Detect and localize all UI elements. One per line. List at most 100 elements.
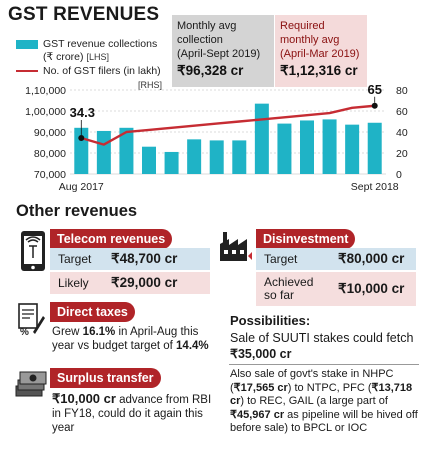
kpi2-line1: Required bbox=[280, 20, 325, 32]
tax-document-icon: % bbox=[16, 302, 46, 336]
disinvestment-achieved-label: Achieved so far bbox=[256, 276, 332, 302]
also-p4: as pipeline will be hived off before sal… bbox=[230, 408, 418, 435]
also-sale-text: Also sale of govt's stake in NHPC (₹17,5… bbox=[230, 368, 425, 436]
bar bbox=[254, 103, 269, 174]
disinvestment-label: Disinvestment bbox=[256, 229, 356, 249]
also-b3: ₹45,967 cr bbox=[230, 408, 285, 421]
bar bbox=[142, 146, 156, 174]
telecom-target-value: ₹48,700 cr bbox=[111, 251, 178, 266]
direct-taxes-label: Direct taxes bbox=[50, 302, 135, 322]
telecom-target-row: Target ₹48,700 cr bbox=[50, 248, 210, 270]
legend-bar-unit: (₹ crore) bbox=[43, 51, 84, 63]
y-tick-right: 80 bbox=[396, 85, 408, 97]
line-layer: 34.3 65 bbox=[70, 82, 382, 146]
kpi1-line2: collection bbox=[177, 34, 223, 46]
factory-icon bbox=[218, 229, 254, 263]
gst-chart: 34.3 65 1,10,000 80 1,00,000 60 90,000 40 80,00… bbox=[25, 82, 408, 193]
x-label-end: Sept 2018 bbox=[351, 181, 399, 193]
annotation-first: 34.3 bbox=[70, 105, 95, 120]
possibilities-title: Possibilities: bbox=[230, 313, 311, 328]
line-end-dot bbox=[371, 102, 378, 109]
y-tick-right: 40 bbox=[396, 127, 408, 139]
also-b1: ₹17,565 cr bbox=[233, 381, 288, 394]
also-b2: ₹13,718 cr bbox=[230, 381, 413, 408]
y-tick-left: 70,000 bbox=[34, 169, 66, 181]
annotation-last: 65 bbox=[367, 82, 381, 97]
bar bbox=[164, 151, 179, 174]
legend-bar: GST revenue collections bbox=[16, 38, 157, 50]
bars-layer bbox=[74, 103, 382, 174]
disinvestment-target-label: Target bbox=[264, 252, 298, 266]
bar bbox=[209, 140, 224, 174]
possibilities-line1: Sale of SUUTI stakes could fetch bbox=[230, 331, 414, 345]
also-p3: ) to REC, GAIL (a large part of bbox=[240, 395, 388, 407]
kpi2-value: ₹1,12,316 cr bbox=[280, 63, 358, 78]
axis-layer: 1,10,000 80 1,00,000 60 90,000 40 80,000 20 70,0… bbox=[25, 85, 408, 193]
direct-taxes-text-c: in April-Aug this year vs budget target … bbox=[52, 326, 199, 352]
disinvestment-target-row: Target ₹80,000 cr bbox=[256, 248, 416, 270]
bar bbox=[119, 127, 134, 174]
page-title: GST REVENUES bbox=[8, 4, 160, 25]
bar bbox=[345, 124, 360, 174]
legend-bar-side: [LHS] bbox=[86, 52, 109, 62]
other-revenues-title: Other revenues bbox=[16, 202, 138, 220]
direct-taxes-growth: 16.1% bbox=[82, 326, 116, 338]
kpi1-line3: (April-Sept 2019) bbox=[177, 48, 261, 60]
disinvestment-achieved-label-2: so far bbox=[264, 288, 295, 302]
direct-taxes-target: 14.4% bbox=[176, 340, 209, 352]
legend-bar-label: GST revenue collections bbox=[43, 38, 158, 50]
y-tick-left: 90,000 bbox=[34, 127, 66, 139]
also-p2: ) to NTPC, PFC ( bbox=[287, 381, 372, 394]
cash-stack-icon bbox=[14, 368, 48, 398]
bar bbox=[300, 120, 314, 174]
telecom-likely-label: Likely bbox=[58, 276, 89, 290]
telecom-likely-value: ₹29,000 cr bbox=[111, 275, 178, 290]
disinvestment-achieved-label-1: Achieved bbox=[264, 275, 314, 289]
surplus-text-b: advance from RBI in FY18, could do it ag… bbox=[52, 394, 212, 434]
surplus-transfer-label: Surplus transfer bbox=[50, 368, 161, 388]
y-tick-left: 80,000 bbox=[34, 148, 66, 160]
legend-bar-swatch bbox=[16, 39, 38, 49]
possibilities-amount: ₹35,000 cr bbox=[230, 347, 292, 361]
svg-text:%: % bbox=[20, 327, 29, 336]
bar bbox=[367, 122, 382, 174]
kpi-monthly-avg-collection: Monthly avg collection (April-Sept 2019)… bbox=[172, 15, 274, 87]
bar bbox=[187, 139, 202, 174]
bar bbox=[322, 119, 337, 174]
bar bbox=[96, 130, 111, 174]
kpi2-line3: (April-Mar 2019) bbox=[280, 48, 360, 60]
bar bbox=[232, 140, 247, 174]
surplus-transfer-text: ₹10,000 cr advance from RBI in FY18, cou… bbox=[52, 392, 220, 435]
filers-line bbox=[80, 104, 375, 146]
direct-taxes-text-a: Grew bbox=[52, 326, 83, 338]
possibilities-text: Sale of SUUTI stakes could fetch ₹35,000… bbox=[230, 330, 420, 362]
telecom-likely-row: Likely ₹29,000 cr bbox=[50, 272, 210, 294]
grid-layer bbox=[70, 89, 386, 175]
x-label-start: Aug 2017 bbox=[59, 181, 104, 193]
telecom-revenues-label: Telecom revenues bbox=[50, 229, 173, 249]
line-start-dot bbox=[78, 134, 85, 141]
legend-line: No. of GST filers (in lakh) bbox=[16, 65, 161, 77]
kpi-required-monthly-avg: Required monthly avg (April-Mar 2019) ₹1… bbox=[275, 15, 367, 87]
legend-bar-unit-row: (₹ crore) [LHS] bbox=[43, 51, 109, 63]
direct-taxes-text: Grew 16.1% in April-Aug this year vs bud… bbox=[52, 325, 220, 353]
y-tick-right: 20 bbox=[396, 148, 408, 160]
kpi1-value: ₹96,328 cr bbox=[177, 63, 244, 78]
y-tick-right: 0 bbox=[396, 169, 402, 181]
y-tick-right: 60 bbox=[396, 106, 408, 118]
kpi2-line2: monthly avg bbox=[280, 34, 340, 46]
bar bbox=[277, 123, 292, 174]
phone-icon bbox=[18, 229, 48, 273]
disinvestment-achieved-value: ₹10,000 cr bbox=[338, 281, 405, 296]
y-tick-left: 1,00,000 bbox=[25, 106, 66, 118]
telecom-target-label: Target bbox=[58, 252, 92, 266]
legend-line-swatch bbox=[16, 70, 38, 72]
kpi1-line1: Monthly avg bbox=[177, 20, 237, 32]
legend-line-label: No. of GST filers (in lakh) bbox=[43, 65, 161, 77]
divider bbox=[229, 364, 419, 365]
legend-line-side: [RHS] bbox=[138, 80, 163, 90]
disinvestment-target-value: ₹80,000 cr bbox=[338, 251, 405, 266]
y-tick-left: 1,10,000 bbox=[25, 85, 66, 97]
surplus-amount: ₹10,000 cr bbox=[52, 391, 116, 406]
also-p1: Also sale of govt's stake in NHPC ( bbox=[230, 368, 394, 394]
